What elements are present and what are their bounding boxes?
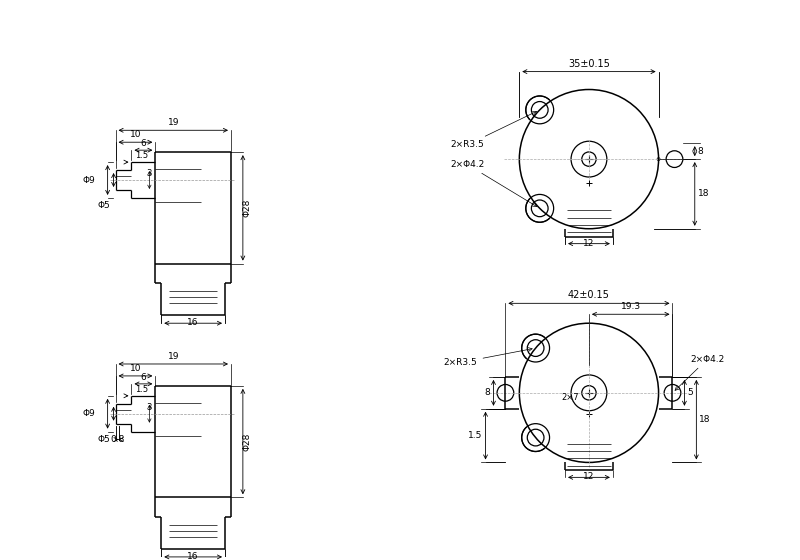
Text: 35±0.15: 35±0.15	[568, 59, 610, 69]
Text: 6: 6	[141, 139, 146, 148]
Text: 12: 12	[583, 239, 594, 248]
Text: 10: 10	[130, 130, 142, 139]
Text: 5: 5	[687, 388, 693, 398]
Text: 2×7: 2×7	[562, 393, 579, 402]
Text: Φ9: Φ9	[83, 409, 96, 418]
Text: 1.5: 1.5	[135, 151, 149, 160]
Text: 1.5: 1.5	[468, 431, 482, 440]
Text: 8: 8	[698, 147, 703, 156]
Text: Φ28: Φ28	[242, 432, 251, 451]
Text: 2×R3.5: 2×R3.5	[444, 348, 532, 367]
Text: 19: 19	[167, 118, 179, 127]
Text: 2×Φ4.2: 2×Φ4.2	[675, 354, 725, 390]
Text: 19: 19	[167, 352, 179, 361]
Text: Φ5: Φ5	[98, 435, 110, 444]
Text: 10: 10	[130, 364, 142, 373]
Text: 18: 18	[698, 189, 710, 198]
Text: 3: 3	[146, 169, 152, 178]
Text: Φ9: Φ9	[83, 175, 96, 184]
Text: 1.5: 1.5	[135, 385, 149, 394]
Text: 6: 6	[141, 373, 146, 382]
Text: 2×R3.5: 2×R3.5	[450, 111, 537, 149]
Text: 8: 8	[485, 388, 490, 398]
Text: 16: 16	[187, 552, 199, 560]
Text: 16: 16	[187, 318, 199, 327]
Text: Φ5: Φ5	[98, 202, 110, 211]
Text: 0.8: 0.8	[110, 435, 124, 444]
Text: 12: 12	[583, 472, 594, 482]
Text: 2×Φ4.2: 2×Φ4.2	[450, 160, 537, 207]
Text: Φ28: Φ28	[242, 199, 251, 217]
Text: 18: 18	[699, 415, 711, 424]
Text: 19.3: 19.3	[621, 302, 641, 311]
Text: 42±0.15: 42±0.15	[568, 290, 610, 300]
Text: 3: 3	[146, 403, 152, 412]
